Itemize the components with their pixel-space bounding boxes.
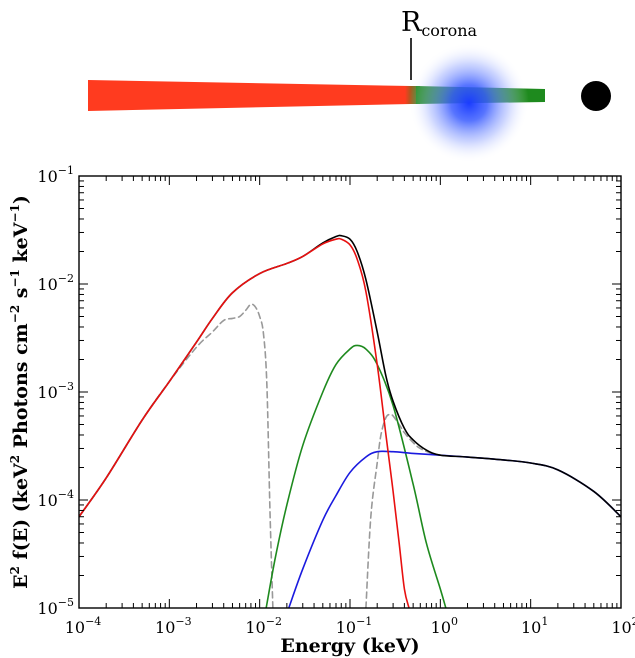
x-axis-title: Energy (keV) <box>280 635 419 657</box>
series-line-5 <box>79 237 410 608</box>
spectrum-plot: 10−410−310−210−110010110210−510−410−310−… <box>8 164 635 657</box>
series-layer <box>79 234 621 608</box>
series-line-2 <box>265 344 447 608</box>
corona-cloud <box>409 43 529 163</box>
corona-radius-label: Rcorona <box>401 7 478 40</box>
x-tick-label: 10−3 <box>155 615 192 637</box>
disk-corona-schematic: Rcorona <box>88 7 611 163</box>
y-axis-title: E2 f(E) (keV2 Photons cm−2 s−1 keV−1) <box>8 195 32 589</box>
y-tick-label: 10−4 <box>37 488 74 510</box>
y-tick-label: 10−5 <box>37 596 74 618</box>
series-line-0 <box>79 303 274 608</box>
series-line-3 <box>287 450 621 608</box>
x-tick-label: 100 <box>431 615 458 637</box>
x-tick-label: 10−1 <box>336 615 373 637</box>
black-hole <box>581 81 611 111</box>
series-line-1 <box>365 413 442 608</box>
series-line-4 <box>79 234 621 518</box>
x-tick-label: 10−2 <box>245 615 282 637</box>
plot-frame <box>78 175 622 609</box>
x-tick-label: 101 <box>521 615 548 637</box>
tick-labels-layer: 10−410−310−210−110010110210−510−410−310−… <box>37 164 635 637</box>
ticks-layer <box>78 175 622 609</box>
x-tick-label: 10−4 <box>65 615 102 637</box>
x-tick-label: 102 <box>611 615 635 637</box>
y-tick-label: 10−2 <box>37 272 74 294</box>
outer-disk <box>88 80 411 111</box>
y-tick-label: 10−1 <box>37 164 74 186</box>
y-tick-label: 10−3 <box>37 380 74 402</box>
